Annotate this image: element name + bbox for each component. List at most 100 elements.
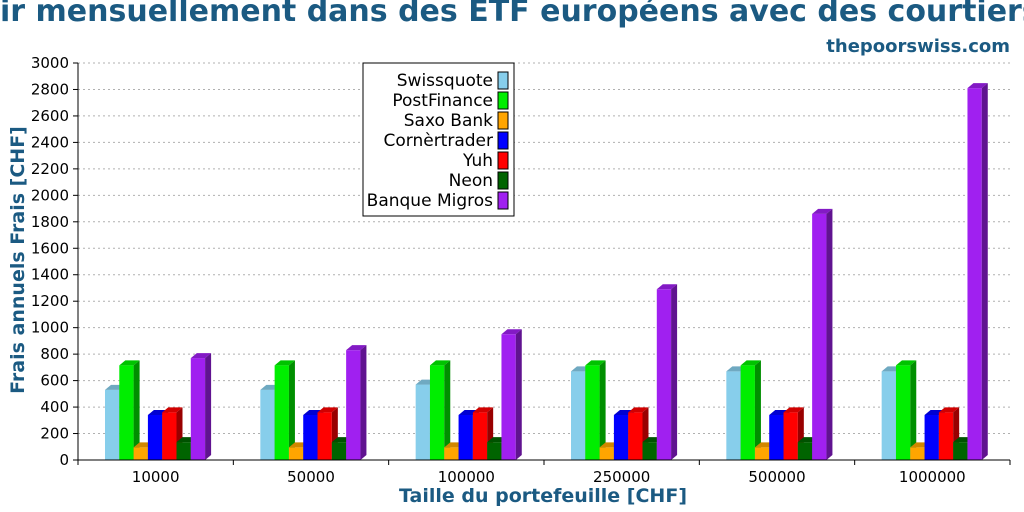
bar-front xyxy=(260,389,275,460)
bar-top xyxy=(346,345,367,351)
bar-side xyxy=(671,284,678,460)
legend-label: Saxo Bank xyxy=(404,111,493,131)
bar-side xyxy=(981,83,988,460)
bar-side xyxy=(754,360,761,460)
bar-front xyxy=(429,365,445,460)
bar-top xyxy=(895,360,917,366)
bar-front xyxy=(656,289,672,460)
site-watermark: thepoorswiss.com xyxy=(826,36,1010,57)
y-tick-label: 1200 xyxy=(31,292,69,310)
bar-side xyxy=(826,208,833,460)
gridlines xyxy=(78,62,1010,435)
bar-front xyxy=(726,371,741,460)
bar-front xyxy=(740,365,755,460)
bar-top xyxy=(812,208,833,214)
bar-side xyxy=(444,360,451,460)
bar-top xyxy=(119,360,140,366)
y-tick-label: 1400 xyxy=(31,266,69,284)
x-axis-ticks: 10000 50000 100000 250000 500000 1000000 xyxy=(77,460,1011,486)
bars xyxy=(105,83,988,460)
legend-swatch xyxy=(497,151,509,170)
bar xyxy=(895,360,917,460)
legend-label: Yuh xyxy=(462,151,493,171)
bar-front xyxy=(162,412,177,460)
bar-top xyxy=(585,360,606,366)
legend-swatch xyxy=(497,111,509,130)
bar-front xyxy=(571,371,586,460)
y-tick-label: 1000 xyxy=(31,319,69,337)
bar-front xyxy=(133,447,148,460)
bar-front xyxy=(938,412,954,460)
bar-side xyxy=(515,329,522,460)
bar-top xyxy=(938,407,960,413)
bar-front xyxy=(346,350,361,460)
legend-label: PostFinance xyxy=(392,91,493,111)
bar-top xyxy=(501,329,522,335)
bar-top xyxy=(740,360,761,366)
bar-front xyxy=(812,213,827,460)
y-tick-label: 400 xyxy=(40,398,69,416)
y-tick-label: 1800 xyxy=(31,213,69,231)
bar-top xyxy=(472,407,494,413)
bar-side xyxy=(288,360,295,460)
bar-top xyxy=(190,353,212,359)
x-tick-label: 10000 xyxy=(132,468,180,486)
bar xyxy=(740,360,761,460)
bar-front xyxy=(754,447,770,460)
legend-swatch xyxy=(497,171,509,190)
bar xyxy=(190,353,212,460)
bar-top xyxy=(656,284,678,290)
y-axis-ticks: 0 200 400 600 800 1000 1200 1400 1600 1800 2000 220… xyxy=(31,54,78,469)
legend-label: Swissquote xyxy=(397,71,493,91)
bar xyxy=(346,345,367,460)
bar-front xyxy=(599,447,614,460)
x-tick-label: 100000 xyxy=(438,468,495,486)
bar-front xyxy=(317,412,332,460)
bar-front xyxy=(895,365,911,460)
bar-side xyxy=(360,345,367,460)
bar-front xyxy=(288,447,304,460)
legend-swatch xyxy=(497,131,509,150)
y-tick-label: 800 xyxy=(40,345,69,363)
bar-side xyxy=(910,360,917,460)
bar-front xyxy=(487,442,502,460)
bar-side xyxy=(599,360,606,460)
x-tick-label: 1000000 xyxy=(899,468,966,486)
bar-top xyxy=(274,360,295,366)
bar-front xyxy=(444,447,459,460)
bar-front xyxy=(472,412,488,460)
bar xyxy=(585,360,606,460)
x-tick-label: 500000 xyxy=(748,468,805,486)
bar-front xyxy=(613,415,629,460)
bar-front xyxy=(910,447,925,460)
bar-front xyxy=(331,442,347,460)
bar-top xyxy=(317,407,338,413)
bar-front xyxy=(797,442,813,460)
bar-front xyxy=(274,365,289,460)
bar-front xyxy=(119,365,134,460)
legend-label: Banque Migros xyxy=(367,191,493,211)
bar-front xyxy=(642,442,657,460)
y-tick-label: 0 xyxy=(59,451,69,469)
bar-front xyxy=(176,442,191,460)
bar-front xyxy=(953,442,968,460)
legend-box xyxy=(362,62,515,217)
legend-swatch xyxy=(497,191,509,210)
bar xyxy=(967,83,988,460)
bar-front xyxy=(769,415,784,460)
bar xyxy=(119,360,140,460)
y-tick-label: 2400 xyxy=(31,133,69,151)
bar xyxy=(317,407,338,460)
bar-side xyxy=(133,360,140,460)
y-axis-label: Frais annuels Frais [CHF] xyxy=(7,126,29,394)
bar-side xyxy=(205,353,212,460)
bar-front xyxy=(967,88,982,460)
legend-label: Cornèrtrader xyxy=(384,131,494,151)
legend-label: Neon xyxy=(449,171,493,191)
bar-front xyxy=(147,415,163,460)
bar xyxy=(812,208,833,460)
bar-top xyxy=(429,360,451,366)
legend-swatch xyxy=(497,71,509,90)
